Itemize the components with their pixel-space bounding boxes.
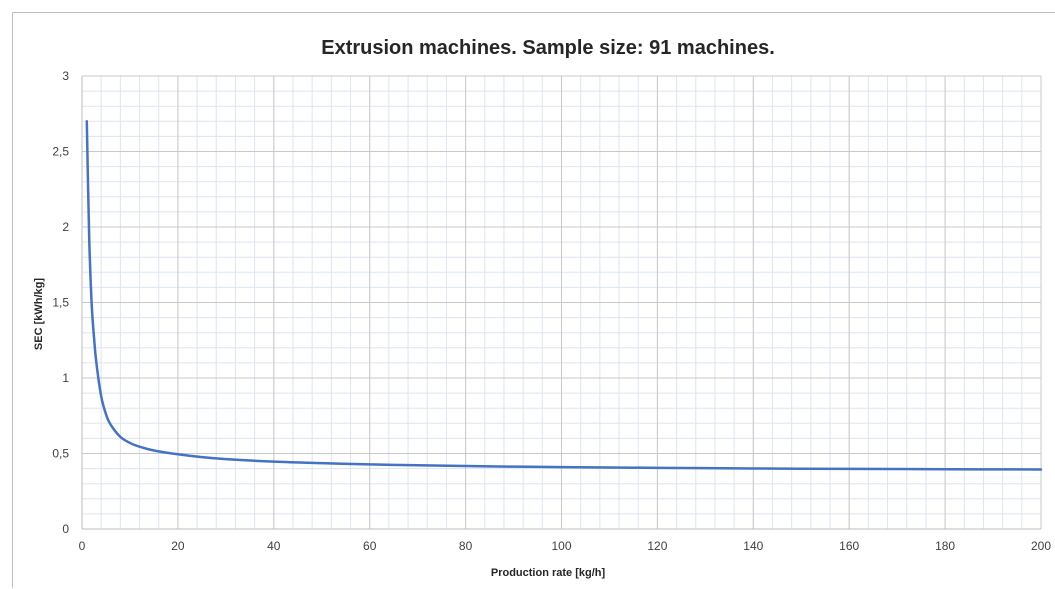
y-tick-label: 1,5 [52,296,69,310]
y-tick-label: 0 [62,522,69,536]
series-line [85,120,1043,471]
x-tick-label: 140 [743,539,763,553]
y-tick-label: 1 [62,371,69,385]
x-tick-label: 40 [267,539,281,553]
x-tick-labels: 0 20 40 60 80 100 120 140 160 180 200 [79,539,1052,553]
axes [81,76,1041,530]
x-tick-label: 20 [171,539,185,553]
x-tick-label: 0 [79,539,86,553]
y-tick-label: 2,5 [52,145,69,159]
x-tick-label: 160 [839,539,859,553]
y-tick-label: 0,5 [52,447,69,461]
y-tick-label: 3 [62,69,69,83]
x-tick-label: 80 [459,539,473,553]
series-layer [85,120,1043,471]
y-axis-label: SEC [kWh/kg] [33,278,45,350]
x-tick-label: 120 [647,539,667,553]
chart-frame: Extrusion machines. Sample size: 91 mach… [12,12,1055,588]
grid-major [81,75,1042,530]
x-tick-label: 200 [1031,539,1051,553]
x-tick-label: 180 [935,539,955,553]
chart-title: Extrusion machines. Sample size: 91 mach… [321,37,775,59]
x-axis-label: Production rate [kg/h] [491,567,606,579]
x-tick-label: 60 [363,539,377,553]
chart-svg: Extrusion machines. Sample size: 91 mach… [33,37,1052,579]
y-tick-label: 2 [62,220,69,234]
x-tick-label: 100 [551,539,571,553]
y-tick-labels: 0 0,5 1 1,5 2 2,5 3 [52,69,69,536]
